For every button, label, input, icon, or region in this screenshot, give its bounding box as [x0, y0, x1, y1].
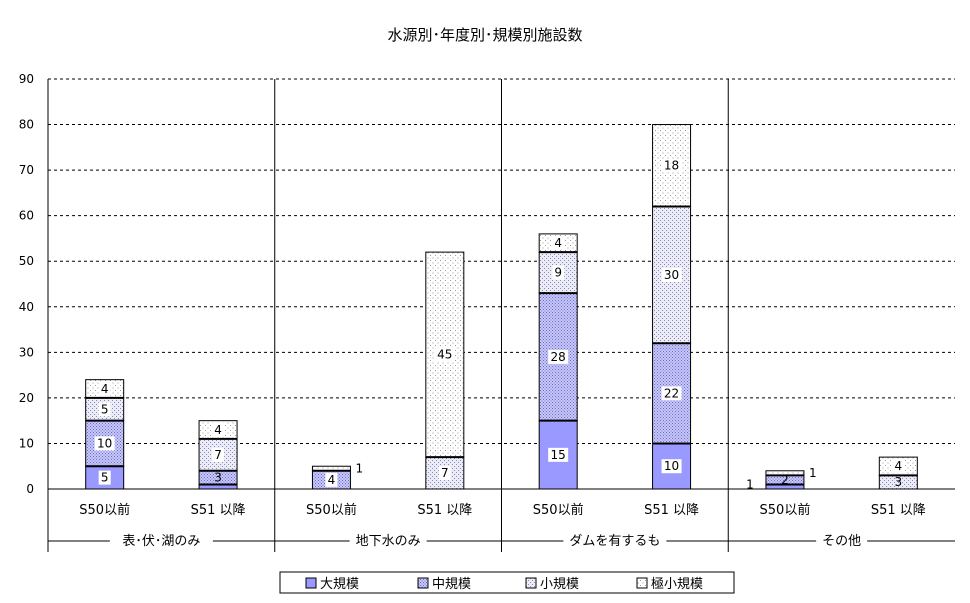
data-label-bg [892, 459, 905, 474]
category-label: S51 以降 [417, 503, 472, 518]
group-label: 表･伏･湖のみ [122, 534, 200, 549]
category-label: S51 以降 [644, 503, 699, 518]
data-label: 45 [437, 348, 452, 362]
legend-swatch [417, 577, 429, 589]
data-label: 1 [809, 466, 817, 480]
legend-label: 極小規模 [651, 576, 703, 592]
group-label: ダムを有するも [569, 534, 660, 549]
data-label: 30 [664, 268, 679, 282]
data-label: 4 [328, 473, 336, 487]
y-tick-label: 20 [19, 391, 34, 405]
category-label: S51 以降 [191, 503, 246, 518]
data-label-bg [661, 267, 682, 282]
legend-label: 中規模 [432, 577, 471, 592]
data-label-bg [94, 436, 115, 451]
category-label: S50以前 [79, 502, 130, 518]
data-label: 9 [554, 266, 562, 280]
data-label: 1 [355, 462, 363, 476]
y-tick-label: 60 [19, 209, 34, 223]
group-label: その他 [822, 534, 861, 549]
data-label-bg [552, 265, 565, 280]
data-labels: 5 10 5 4 3 7 4 4 1 7 45 15 28 9 4 10 22 30 18 1 2 1 3 4 [94, 158, 905, 491]
data-label: 3 [894, 475, 902, 489]
data-label: 10 [664, 459, 679, 473]
data-label: 4 [554, 236, 562, 250]
data-label-bg [98, 470, 111, 485]
data-label: 10 [97, 436, 112, 450]
data-label-bg [212, 422, 225, 437]
legend-swatch [636, 577, 648, 589]
data-label-bg [552, 236, 565, 250]
y-tick-label: 50 [19, 254, 34, 268]
data-label-bg [434, 347, 455, 362]
data-label: 4 [214, 423, 222, 437]
legend-box [279, 571, 735, 594]
category-label: S50以前 [306, 502, 357, 518]
data-label-bg [661, 386, 682, 401]
data-label: 28 [551, 350, 566, 364]
y-tick-label: 90 [19, 72, 34, 86]
data-label: 2 [781, 473, 789, 487]
category-labels: S50以前 S51 以降 S50以前 S51 以降 S50以前 S51 以降 S50以前 S5… [48, 502, 955, 549]
y-tick-label: 10 [19, 436, 34, 450]
legend-label: 小規模 [540, 577, 579, 592]
data-label: 7 [441, 466, 449, 480]
data-label: 4 [101, 382, 109, 396]
data-label: 3 [214, 471, 222, 485]
y-tick-label: 70 [19, 163, 34, 177]
data-label-bg [98, 381, 111, 396]
data-label: 15 [551, 448, 566, 462]
y-tick-label: 80 [19, 118, 34, 132]
data-label-bg [98, 402, 111, 417]
legend-label: 大規模 [320, 577, 359, 592]
y-tick-label: 30 [19, 345, 34, 359]
data-label-bg [661, 459, 682, 474]
legend: 大規模 中規模 小規模 極小規模 [279, 571, 735, 594]
data-label: 22 [664, 386, 679, 400]
data-label: 4 [894, 459, 902, 473]
category-label: S51 以降 [871, 503, 926, 518]
data-label-bg [548, 349, 569, 364]
data-label: 18 [664, 159, 679, 173]
data-label-bg [661, 158, 682, 173]
chart-title: 水源別･年度別･規模別施設数 [387, 26, 582, 44]
data-label-bg [212, 447, 225, 462]
category-label: S50以前 [760, 502, 811, 518]
data-label-bg [438, 466, 451, 481]
data-label-bg [548, 447, 569, 462]
category-label: S50以前 [533, 502, 584, 518]
data-label: 5 [101, 471, 109, 485]
y-tick-label: 0 [26, 482, 34, 496]
data-label-bg [325, 472, 338, 487]
data-label: 5 [101, 402, 109, 416]
group-label: 地下水のみ [356, 534, 421, 549]
legend-swatch [305, 577, 317, 589]
legend-swatch [525, 577, 537, 589]
data-label: 1 [746, 477, 754, 491]
data-label: 7 [214, 448, 222, 462]
y-tick-label: 40 [19, 300, 34, 314]
